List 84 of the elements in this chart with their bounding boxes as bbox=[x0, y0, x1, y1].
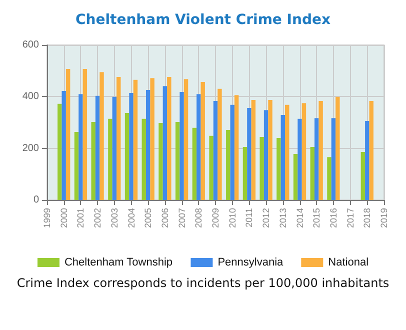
bar bbox=[196, 94, 201, 200]
y-tick-label: 600 bbox=[22, 40, 40, 50]
bar bbox=[209, 136, 214, 200]
chart-title: Cheltenham Violent Crime Index bbox=[75, 12, 331, 28]
bar bbox=[124, 112, 130, 200]
x-tick-label: 2012 bbox=[261, 208, 272, 228]
bar bbox=[108, 118, 112, 200]
y-tick-label: 0 bbox=[33, 194, 40, 206]
bar bbox=[247, 108, 252, 200]
bar bbox=[314, 118, 319, 200]
legend-label: National bbox=[328, 256, 369, 268]
bar bbox=[112, 96, 117, 200]
bar bbox=[260, 136, 264, 200]
x-tick-label: 2005 bbox=[143, 208, 154, 228]
bar bbox=[298, 118, 302, 200]
bar bbox=[95, 96, 100, 200]
x-tick-label: 2017 bbox=[345, 208, 356, 228]
x-tick-label: 2006 bbox=[160, 208, 170, 228]
x-tick-label: 2014 bbox=[294, 208, 305, 228]
bar bbox=[74, 132, 79, 200]
bar bbox=[369, 101, 374, 200]
x-tick-label: 2002 bbox=[92, 208, 103, 228]
x-tick-label: 2004 bbox=[126, 208, 136, 228]
bar bbox=[360, 152, 366, 200]
bar bbox=[200, 82, 205, 200]
bar bbox=[116, 77, 121, 200]
bar bbox=[234, 95, 239, 200]
x-tick-label: 2007 bbox=[176, 208, 187, 228]
bar bbox=[100, 72, 104, 200]
x-tick-label: 2011 bbox=[244, 208, 254, 228]
bar bbox=[158, 123, 163, 200]
bar bbox=[213, 101, 218, 200]
bar bbox=[242, 147, 248, 200]
x-tick-label: 2016 bbox=[328, 208, 338, 228]
bar bbox=[142, 118, 146, 200]
bar bbox=[162, 86, 168, 200]
bar bbox=[150, 78, 154, 200]
bar bbox=[175, 122, 180, 200]
y-tick-label: 200 bbox=[22, 142, 40, 154]
bar bbox=[285, 104, 290, 200]
bar bbox=[280, 115, 286, 200]
bar bbox=[226, 130, 230, 200]
bar bbox=[251, 100, 256, 200]
bar bbox=[66, 69, 70, 200]
bar bbox=[82, 69, 88, 200]
bar bbox=[327, 157, 332, 200]
bar bbox=[78, 94, 83, 200]
bar bbox=[167, 77, 172, 200]
x-tick-label: 2015 bbox=[312, 208, 322, 228]
bar bbox=[218, 88, 222, 200]
bar bbox=[129, 93, 134, 200]
bar bbox=[91, 122, 96, 200]
x-tick-label: 1999 bbox=[42, 208, 52, 228]
x-tick-label: 2003 bbox=[109, 208, 120, 228]
x-tick-label: 2001 bbox=[76, 208, 86, 228]
x-tick-label: 2009 bbox=[210, 208, 220, 228]
bar bbox=[184, 79, 188, 200]
bar bbox=[318, 101, 323, 200]
bar bbox=[365, 120, 370, 200]
x-tick-label: 2013 bbox=[278, 208, 288, 228]
bar bbox=[133, 80, 138, 200]
bar bbox=[276, 138, 281, 200]
y-tick-label: 400 bbox=[22, 91, 40, 102]
bar bbox=[62, 90, 66, 200]
bar bbox=[336, 96, 340, 200]
x-tick-label: 2008 bbox=[194, 208, 204, 228]
bar bbox=[146, 90, 150, 200]
bar bbox=[58, 104, 62, 200]
bar bbox=[293, 154, 298, 200]
x-tick-label: 2019 bbox=[379, 208, 389, 228]
bar bbox=[192, 128, 197, 200]
text: Crime Index corresponds to incidents per 100,000 inhabitants bbox=[16, 276, 390, 290]
legend-label: Cheltenham Township bbox=[64, 256, 173, 268]
bar bbox=[302, 103, 306, 200]
x-tick-label: 2018 bbox=[362, 208, 372, 228]
bar bbox=[268, 100, 272, 200]
x-tick-label: 2000 bbox=[58, 208, 69, 228]
bar bbox=[230, 104, 234, 200]
bar bbox=[331, 118, 336, 200]
legend-label: Pennsylvania bbox=[218, 256, 284, 268]
bar bbox=[310, 147, 314, 200]
bar bbox=[180, 92, 184, 200]
x-tick-label: 2010 bbox=[227, 208, 238, 228]
bar bbox=[264, 110, 268, 200]
